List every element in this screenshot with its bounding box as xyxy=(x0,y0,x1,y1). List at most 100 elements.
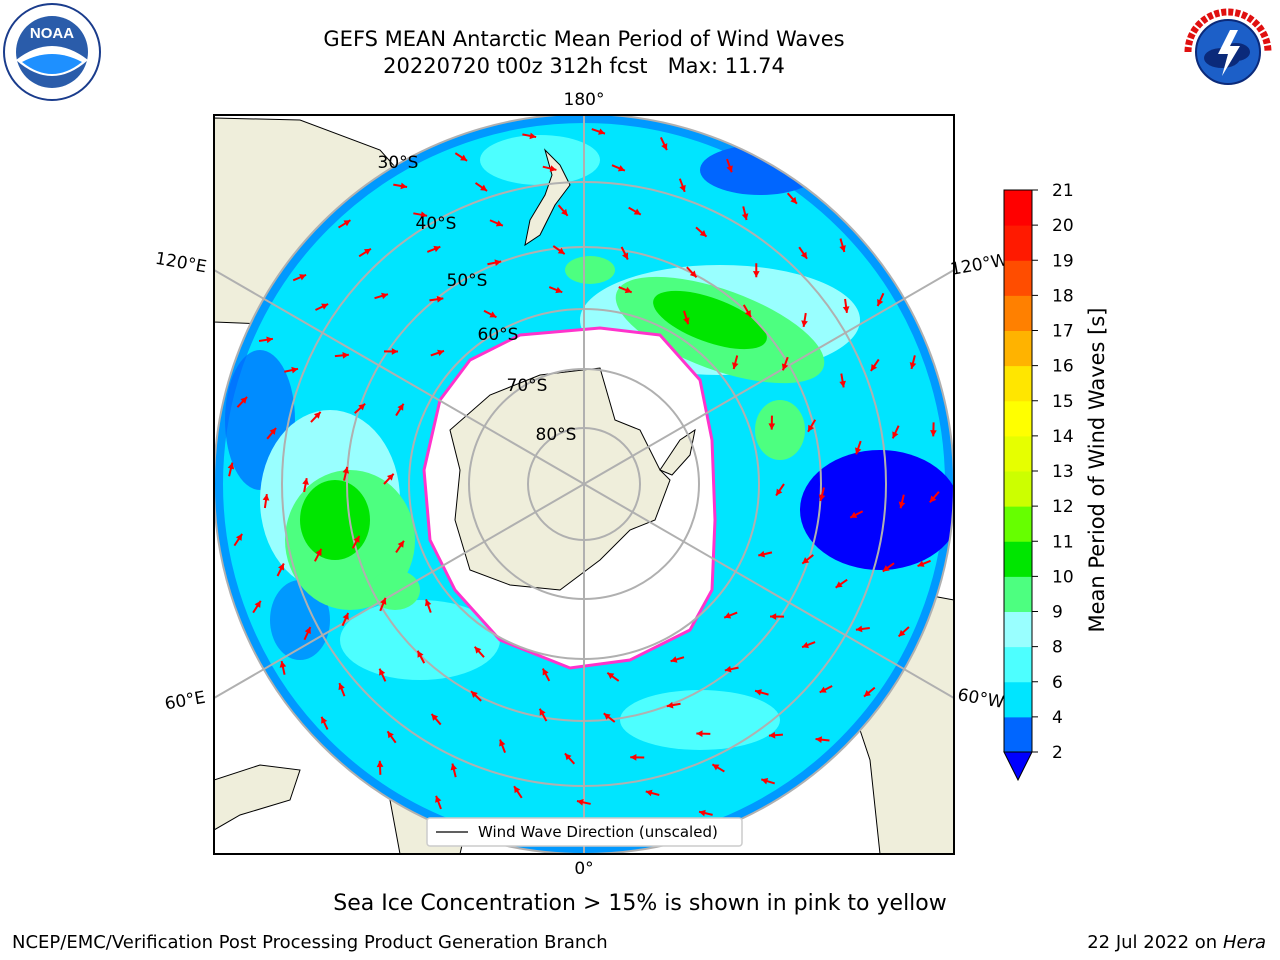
wind-arrow-head xyxy=(262,494,270,501)
colorbar-tick-label: 18 xyxy=(1052,286,1074,306)
colorbar-tick-label: 9 xyxy=(1052,603,1063,623)
wind-arrow-head xyxy=(781,363,789,371)
wind-arrow-head xyxy=(800,251,808,259)
colorbar-segment xyxy=(1004,225,1032,261)
wind-arrow-head xyxy=(561,208,568,216)
colorbar-tick-label: 12 xyxy=(1052,497,1074,517)
lat-label-50s: 50°S xyxy=(447,271,488,291)
wind-arrow-head xyxy=(315,548,322,556)
nws-logo xyxy=(1179,3,1277,101)
wind-arrow-head xyxy=(696,730,703,737)
colorbar-title: Mean Period of Wind Waves [s] xyxy=(1085,307,1109,633)
wind-arrow-head xyxy=(433,245,441,253)
wind-arrow-head xyxy=(499,739,506,747)
wind-arrow-head xyxy=(699,809,706,817)
wind-arrow-head xyxy=(758,550,766,558)
wind-arrow-head xyxy=(397,540,404,548)
wind-arrow-head xyxy=(802,557,810,564)
wind-arrow-head xyxy=(269,427,277,435)
wind-arrow-head xyxy=(761,777,769,785)
wind-arrow-head xyxy=(342,612,349,620)
wind-arrow-head xyxy=(607,672,615,680)
wind-arrow-head xyxy=(304,627,311,635)
wind-arrow-head xyxy=(343,220,351,227)
colorbar-tick-label: 2 xyxy=(1052,743,1063,763)
wind-arrow-head xyxy=(877,299,884,307)
wind-arrow-head xyxy=(863,690,871,697)
wind-arrow-head xyxy=(898,629,906,637)
wind-arrow-head xyxy=(624,286,632,294)
wind-arrow-head xyxy=(726,165,733,173)
colorbar-segment xyxy=(1004,190,1032,226)
wind-arrow-head xyxy=(768,423,776,430)
wind-arrow-head xyxy=(645,789,653,797)
wind-arrow-head xyxy=(929,495,937,503)
colorbar-tick-label: 4 xyxy=(1052,708,1063,728)
wind-arrow-head xyxy=(842,306,850,313)
wind-arrow-head xyxy=(437,349,445,357)
wind-arrow-head xyxy=(240,396,248,404)
wind-arrow-head xyxy=(431,713,439,721)
wind-arrow-head xyxy=(839,380,846,388)
wind-arrow-head xyxy=(801,320,808,327)
wind-arrow-head xyxy=(603,713,611,720)
wind-arrow-head xyxy=(850,511,858,518)
colorbar-segment xyxy=(1004,611,1032,648)
wind-arrow-head xyxy=(741,213,749,221)
wind-arrow-head xyxy=(724,665,732,673)
colorbar-segment xyxy=(1004,330,1032,367)
wind-arrow-head xyxy=(321,716,328,724)
colorbar-tick-label: 8 xyxy=(1052,638,1063,658)
wind-arrow-head xyxy=(776,488,783,496)
wind-arrow-head xyxy=(790,196,797,204)
wind-arrow-head xyxy=(802,641,809,649)
lon-label-0: 0° xyxy=(574,859,593,879)
colorbar-tick-label: 21 xyxy=(1052,181,1074,201)
wind-arrow-head xyxy=(235,533,243,541)
wind-arrow-head xyxy=(768,731,776,739)
lat-label-70s: 70°S xyxy=(507,376,548,396)
wind-arrow-head xyxy=(839,245,846,252)
wind-arrow-head xyxy=(254,600,261,608)
chart-title: GEFS MEAN Antarctic Mean Period of Wind … xyxy=(323,27,845,51)
wind-arrow-head xyxy=(815,736,823,743)
wind-arrow-head xyxy=(381,292,388,300)
wind-arrow-head xyxy=(471,691,478,698)
wind-arrow-head xyxy=(279,661,287,668)
lon-label-180: 180° xyxy=(564,90,605,110)
map-frame xyxy=(213,114,955,855)
colorbar-segment xyxy=(1004,365,1032,402)
wind-arrow-head xyxy=(752,271,760,278)
lon-label-60w: 60°W xyxy=(956,685,1006,713)
wind-arrow-head xyxy=(435,795,442,803)
wind-arrow-head xyxy=(400,182,408,190)
colorbar-tick-label: 10 xyxy=(1052,567,1074,587)
wind-arrow-head xyxy=(278,563,285,571)
wind-arrow-head xyxy=(564,753,572,761)
wind-arrow-head xyxy=(313,411,321,419)
wind-arrow-head xyxy=(353,535,360,543)
wind-arrow-head xyxy=(391,348,398,355)
wind-arrow-head xyxy=(480,184,488,191)
wind-arrow-head xyxy=(494,259,502,266)
wind-arrow-head xyxy=(670,656,678,663)
wind-arrow-head xyxy=(909,362,917,369)
wind-arrow-head xyxy=(679,184,686,192)
lon-label-60e: 60°E xyxy=(163,688,207,715)
land-antarctic-peninsula xyxy=(659,428,696,476)
wind-arrow-head xyxy=(770,613,777,620)
wind-arrow-head xyxy=(321,303,329,310)
wind-arrow-head xyxy=(818,494,826,502)
wind-arrow-head xyxy=(266,336,273,344)
wind-arrow-head xyxy=(724,612,732,619)
wind-arrow-head xyxy=(633,208,641,215)
wind-arrow-head xyxy=(542,668,549,676)
colorbar-segment xyxy=(1004,681,1032,718)
wind-arrow-head xyxy=(539,708,546,716)
wind-arrow-head xyxy=(358,403,366,411)
footer-credit: NCEP/EMC/Verification Post Processing Pr… xyxy=(12,932,608,953)
wind-arrow-head xyxy=(299,274,307,281)
lat-label-30s: 30°S xyxy=(378,153,419,173)
wind-arrow-head xyxy=(549,165,557,172)
